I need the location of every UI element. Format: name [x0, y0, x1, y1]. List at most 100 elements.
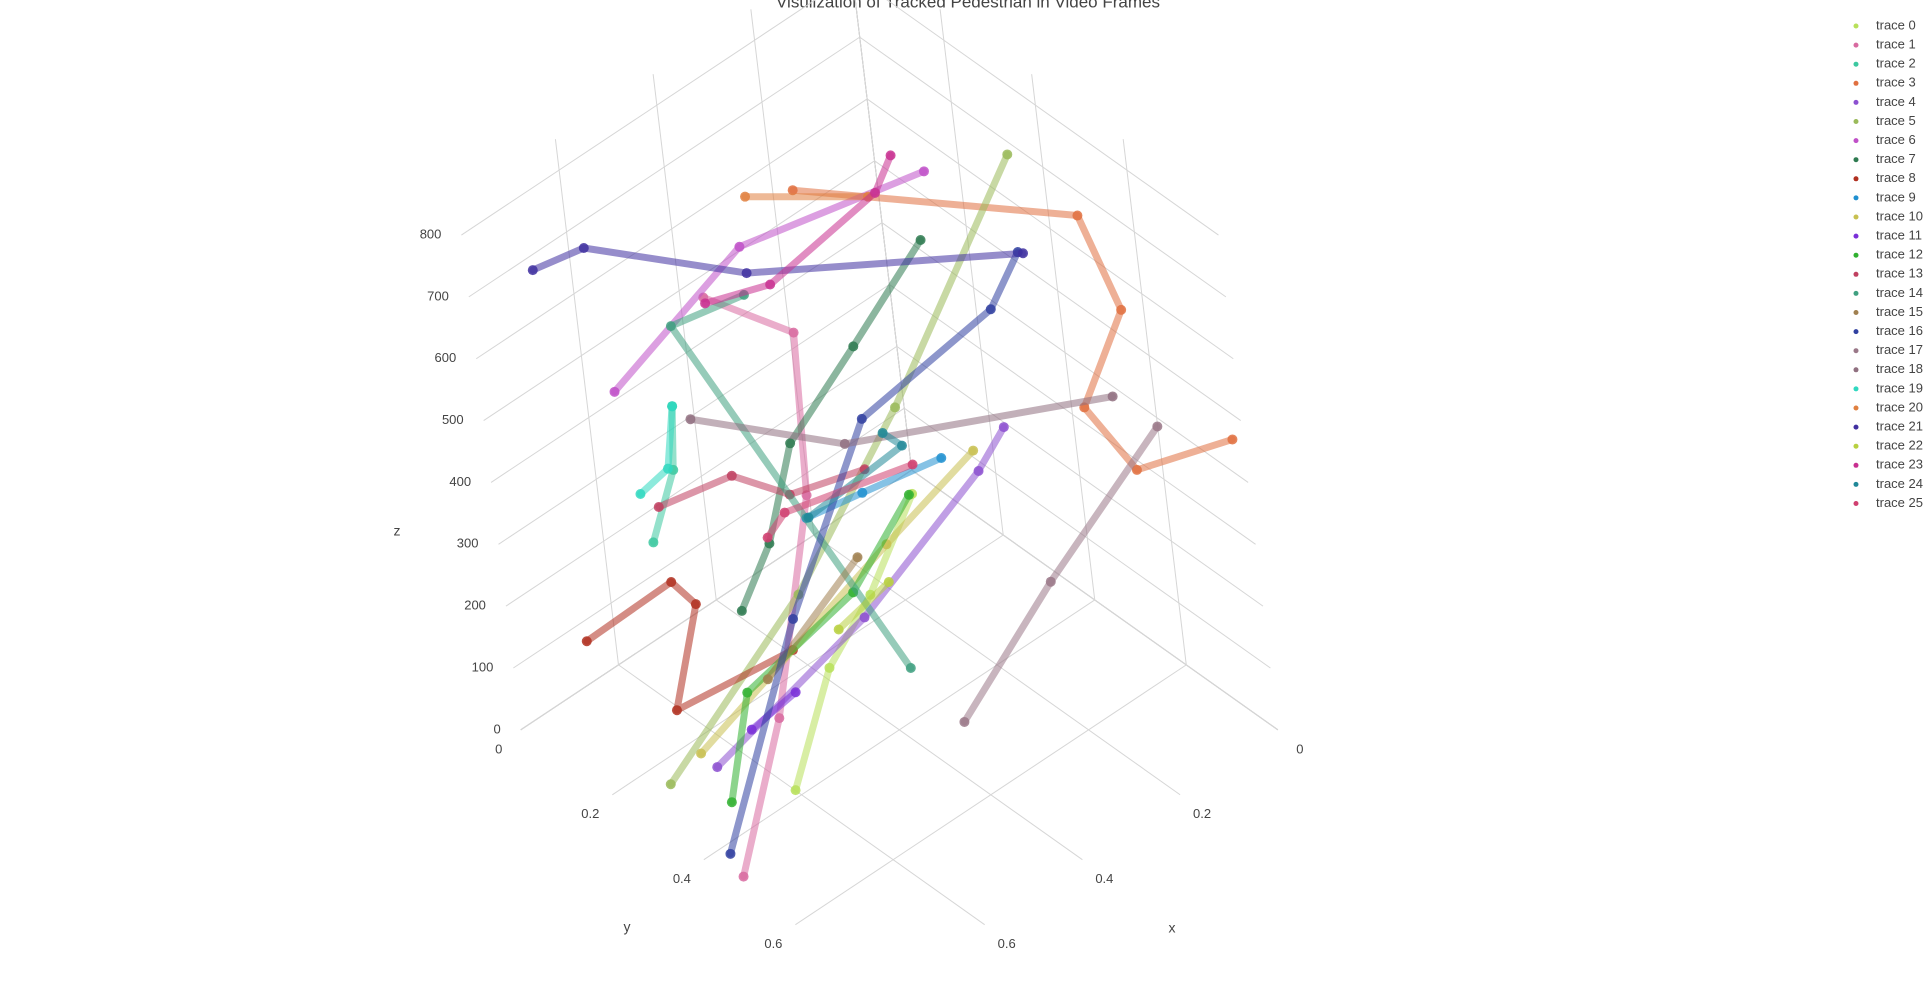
point [839, 438, 850, 449]
point [785, 438, 796, 449]
legend-marker[interactable] [1853, 443, 1859, 449]
legend-marker[interactable] [1853, 424, 1859, 430]
point [833, 624, 844, 635]
legend-label[interactable]: trace 8 [1876, 170, 1916, 185]
grid-line [881, 222, 1249, 483]
legend-label[interactable]: trace 2 [1876, 56, 1916, 71]
point [968, 445, 979, 456]
y-tick-label: 0.6 [764, 936, 782, 951]
legend-marker[interactable] [1853, 157, 1859, 163]
legend-marker[interactable] [1853, 405, 1859, 411]
legend-label[interactable]: trace 21 [1876, 419, 1923, 434]
grid-line [703, 599, 1096, 861]
grid-line [896, 345, 1264, 607]
grid-line [483, 160, 875, 421]
x-tick-label: 0.4 [1095, 871, 1113, 886]
z-tick-label: 700 [427, 288, 449, 303]
point [903, 489, 914, 500]
legend-label[interactable]: trace 1 [1876, 37, 1916, 52]
trace-line [835, 578, 893, 633]
legend-label[interactable]: trace 18 [1876, 361, 1923, 376]
grid-line [911, 469, 1279, 731]
point [1107, 391, 1118, 402]
legend-marker[interactable] [1853, 329, 1859, 335]
legend-marker[interactable] [1853, 176, 1859, 182]
y-axis-title: y [624, 919, 631, 935]
trace-line [728, 491, 913, 806]
legend-label[interactable]: trace 17 [1876, 342, 1923, 357]
legend-label[interactable]: trace 0 [1876, 17, 1916, 32]
legend-marker[interactable] [1853, 23, 1859, 29]
legend-marker[interactable] [1853, 80, 1859, 86]
legend-label[interactable]: trace 20 [1876, 399, 1923, 414]
x-tick-label: 0.2 [1193, 806, 1211, 821]
legend-label[interactable]: trace 10 [1876, 208, 1923, 223]
legend-label[interactable]: trace 9 [1876, 189, 1916, 204]
legend-marker[interactable] [1853, 61, 1859, 67]
point [915, 234, 926, 245]
point [578, 243, 589, 254]
grid-line [498, 284, 890, 545]
legend-label[interactable]: trace 19 [1876, 380, 1923, 395]
legend-label[interactable]: trace 22 [1876, 438, 1923, 453]
legend-marker[interactable] [1853, 310, 1859, 315]
point [859, 612, 870, 623]
legend-marker[interactable] [1853, 42, 1859, 48]
legend-label[interactable]: trace 6 [1876, 132, 1916, 147]
y-tick-label: 0 [495, 741, 502, 756]
z-axis-title: z [394, 523, 401, 539]
point [726, 470, 737, 481]
point [662, 463, 673, 474]
legend-label[interactable]: trace 23 [1876, 457, 1923, 472]
point [742, 687, 753, 698]
point [581, 636, 592, 647]
legend-marker[interactable] [1853, 195, 1859, 201]
legend-label[interactable]: trace 11 [1876, 228, 1922, 243]
legend-label[interactable]: trace 4 [1876, 94, 1916, 109]
legend-marker[interactable] [1853, 233, 1859, 239]
legend-marker[interactable] [1853, 214, 1859, 220]
point [741, 268, 752, 279]
legend-marker[interactable] [1853, 481, 1859, 487]
grid-line [866, 98, 1234, 360]
legend-label[interactable]: trace 14 [1876, 285, 1923, 300]
legend-marker[interactable] [1853, 462, 1859, 468]
legend-label[interactable]: trace 7 [1876, 151, 1916, 166]
point [1116, 304, 1127, 315]
point [870, 187, 881, 198]
point [998, 422, 1009, 433]
legend-marker[interactable] [1853, 367, 1859, 373]
legend-label[interactable]: trace 25 [1876, 495, 1923, 510]
legend-label[interactable]: trace 3 [1876, 75, 1916, 90]
point [787, 185, 798, 196]
point [726, 797, 737, 808]
point [856, 413, 867, 424]
point [779, 507, 790, 518]
point [907, 459, 918, 470]
point [959, 716, 970, 727]
legend-label[interactable]: trace 13 [1876, 266, 1923, 281]
legend-label[interactable]: trace 15 [1876, 304, 1923, 319]
point [1131, 464, 1142, 475]
legend-marker[interactable] [1853, 348, 1859, 354]
grid-line [475, 98, 868, 360]
point [635, 489, 646, 500]
legend-label[interactable]: trace 5 [1876, 113, 1916, 128]
legend-marker[interactable] [1853, 119, 1859, 124]
point [973, 465, 984, 476]
legend-marker[interactable] [1853, 290, 1859, 296]
trace-line [701, 151, 895, 307]
grid-line [652, 74, 717, 601]
legend-marker[interactable] [1853, 386, 1859, 392]
grid-line [886, 0, 1219, 236]
legend-label[interactable]: trace 24 [1876, 476, 1923, 491]
legend-label[interactable]: trace 16 [1876, 323, 1923, 338]
legend-marker[interactable] [1853, 138, 1859, 144]
legend-label[interactable]: trace 12 [1876, 247, 1923, 262]
legend-marker[interactable] [1853, 99, 1859, 105]
legend-marker[interactable] [1853, 501, 1859, 506]
point [696, 748, 707, 759]
legend-marker[interactable] [1853, 252, 1859, 258]
legend-marker[interactable] [1853, 271, 1859, 277]
